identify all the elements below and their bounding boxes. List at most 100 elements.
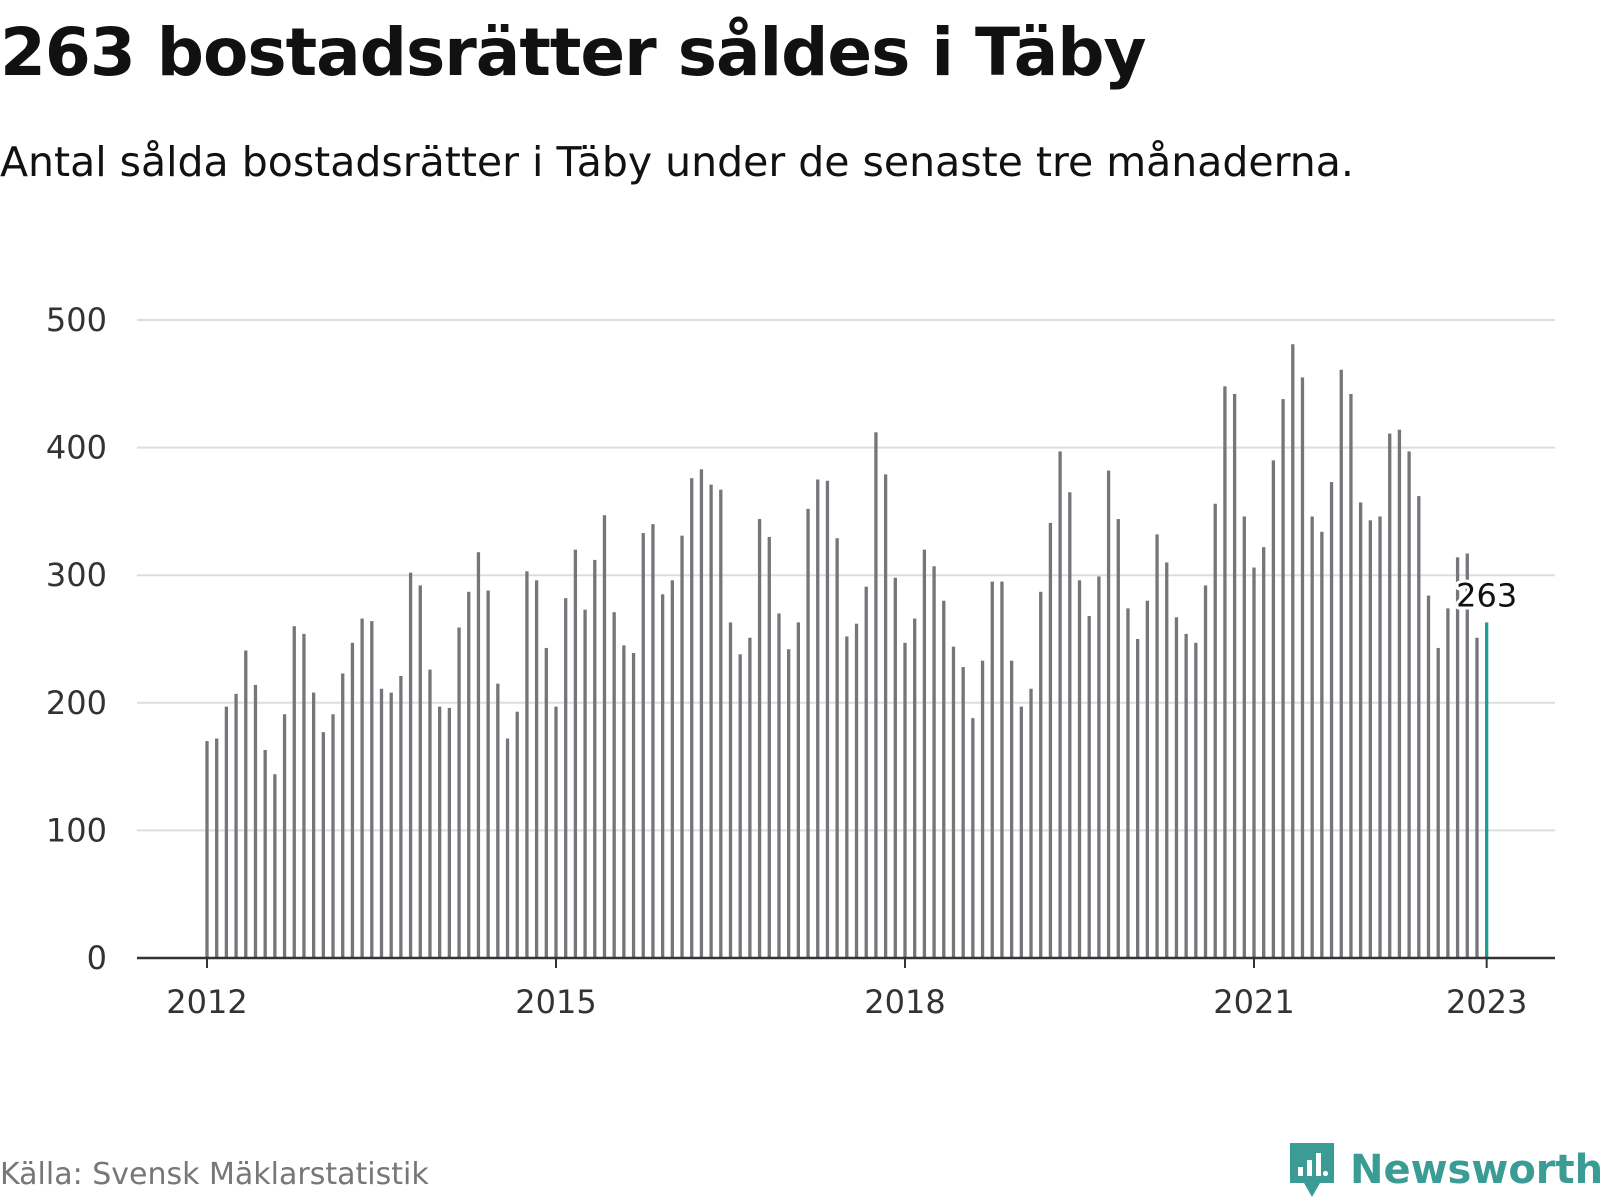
newsworthy-logo-icon xyxy=(1290,1143,1334,1197)
bar xyxy=(825,480,830,958)
bar xyxy=(515,711,519,958)
bar xyxy=(874,432,878,959)
bar xyxy=(961,667,965,958)
bar xyxy=(564,598,568,958)
bar xyxy=(903,642,907,958)
bar xyxy=(379,688,384,958)
bar xyxy=(757,519,762,958)
bar xyxy=(845,636,849,958)
bar xyxy=(360,618,364,958)
axes xyxy=(137,956,1555,968)
bar xyxy=(680,535,684,958)
bar xyxy=(1446,608,1450,958)
bar xyxy=(1300,377,1305,958)
bar xyxy=(1271,460,1276,958)
bar xyxy=(922,549,927,958)
bar xyxy=(1068,492,1072,958)
bar xyxy=(1407,451,1411,958)
bar xyxy=(486,590,490,958)
bar xyxy=(1242,516,1246,958)
bar xyxy=(1048,522,1053,958)
bar xyxy=(1310,516,1314,958)
labels: 0 100 200 300 400 500 2012 2015 2018 2021 2023 263 xyxy=(46,301,1527,1021)
bar xyxy=(1165,562,1169,958)
bar xyxy=(1097,576,1101,958)
bar xyxy=(205,741,209,958)
bar xyxy=(1281,399,1285,958)
bar xyxy=(913,618,917,958)
bar xyxy=(660,594,665,958)
bar xyxy=(302,633,306,958)
bar xyxy=(331,714,335,958)
bar xyxy=(1426,595,1431,958)
bar xyxy=(525,571,529,958)
bar xyxy=(350,642,355,958)
x-tick-label: 2018 xyxy=(864,983,945,1021)
bar xyxy=(1232,394,1237,958)
bar xyxy=(1368,520,1372,958)
bar xyxy=(1465,553,1469,958)
bar-highlight xyxy=(1485,622,1489,958)
bar xyxy=(612,612,616,958)
bar xyxy=(942,600,946,958)
bar xyxy=(1136,639,1140,958)
bar xyxy=(1349,394,1353,958)
bar xyxy=(244,650,248,958)
bar xyxy=(1194,642,1198,958)
bar xyxy=(1184,633,1188,958)
bars xyxy=(205,344,1489,959)
highlight-value-label: 263 xyxy=(1456,576,1517,614)
bar xyxy=(370,621,374,958)
bar xyxy=(864,586,868,958)
bar xyxy=(408,572,413,958)
bar xyxy=(282,714,287,958)
y-tick-label: 500 xyxy=(46,301,107,339)
bar xyxy=(622,645,626,958)
bar xyxy=(883,474,888,958)
bar xyxy=(1291,344,1295,958)
y-tick-label: 0 xyxy=(87,939,107,977)
bar xyxy=(728,622,733,958)
bar xyxy=(651,524,655,958)
y-tick-label: 300 xyxy=(46,556,107,594)
bar xyxy=(1203,585,1208,958)
bar xyxy=(1116,519,1120,958)
bar xyxy=(1019,706,1023,958)
bar xyxy=(1339,369,1343,958)
bar xyxy=(215,738,219,958)
bar xyxy=(1262,547,1266,958)
bar xyxy=(505,738,510,958)
bar xyxy=(1155,534,1159,958)
bar xyxy=(748,637,752,958)
bar xyxy=(1223,386,1227,958)
chart-title: 263 bostadsrätter såldes i Täby xyxy=(0,14,1147,91)
bar xyxy=(224,706,229,958)
bar xyxy=(1000,581,1004,958)
y-tick-label: 100 xyxy=(46,811,107,849)
bar xyxy=(631,653,636,958)
bar xyxy=(341,673,345,958)
x-tick-label: 2023 xyxy=(1446,983,1527,1021)
bar xyxy=(234,693,238,958)
bar xyxy=(1417,496,1421,958)
bar xyxy=(399,676,403,958)
bar xyxy=(263,750,267,958)
bar xyxy=(1397,429,1402,959)
bar xyxy=(932,566,936,958)
bar xyxy=(1039,591,1043,958)
bar xyxy=(1029,688,1033,958)
bar xyxy=(1009,660,1014,958)
chart-subtitle: Antal sålda bostadsrätter i Täby under d… xyxy=(0,138,1354,186)
x-tick-label: 2021 xyxy=(1213,983,1294,1021)
bar xyxy=(428,669,432,958)
bar xyxy=(1077,580,1082,958)
bar xyxy=(787,649,791,958)
bar xyxy=(1455,557,1460,958)
x-tick-label: 2015 xyxy=(515,983,596,1021)
bar xyxy=(835,538,839,958)
bar xyxy=(690,478,694,958)
bar xyxy=(583,609,587,958)
bar xyxy=(738,654,742,958)
bar xyxy=(1058,451,1062,958)
bar xyxy=(670,580,674,958)
